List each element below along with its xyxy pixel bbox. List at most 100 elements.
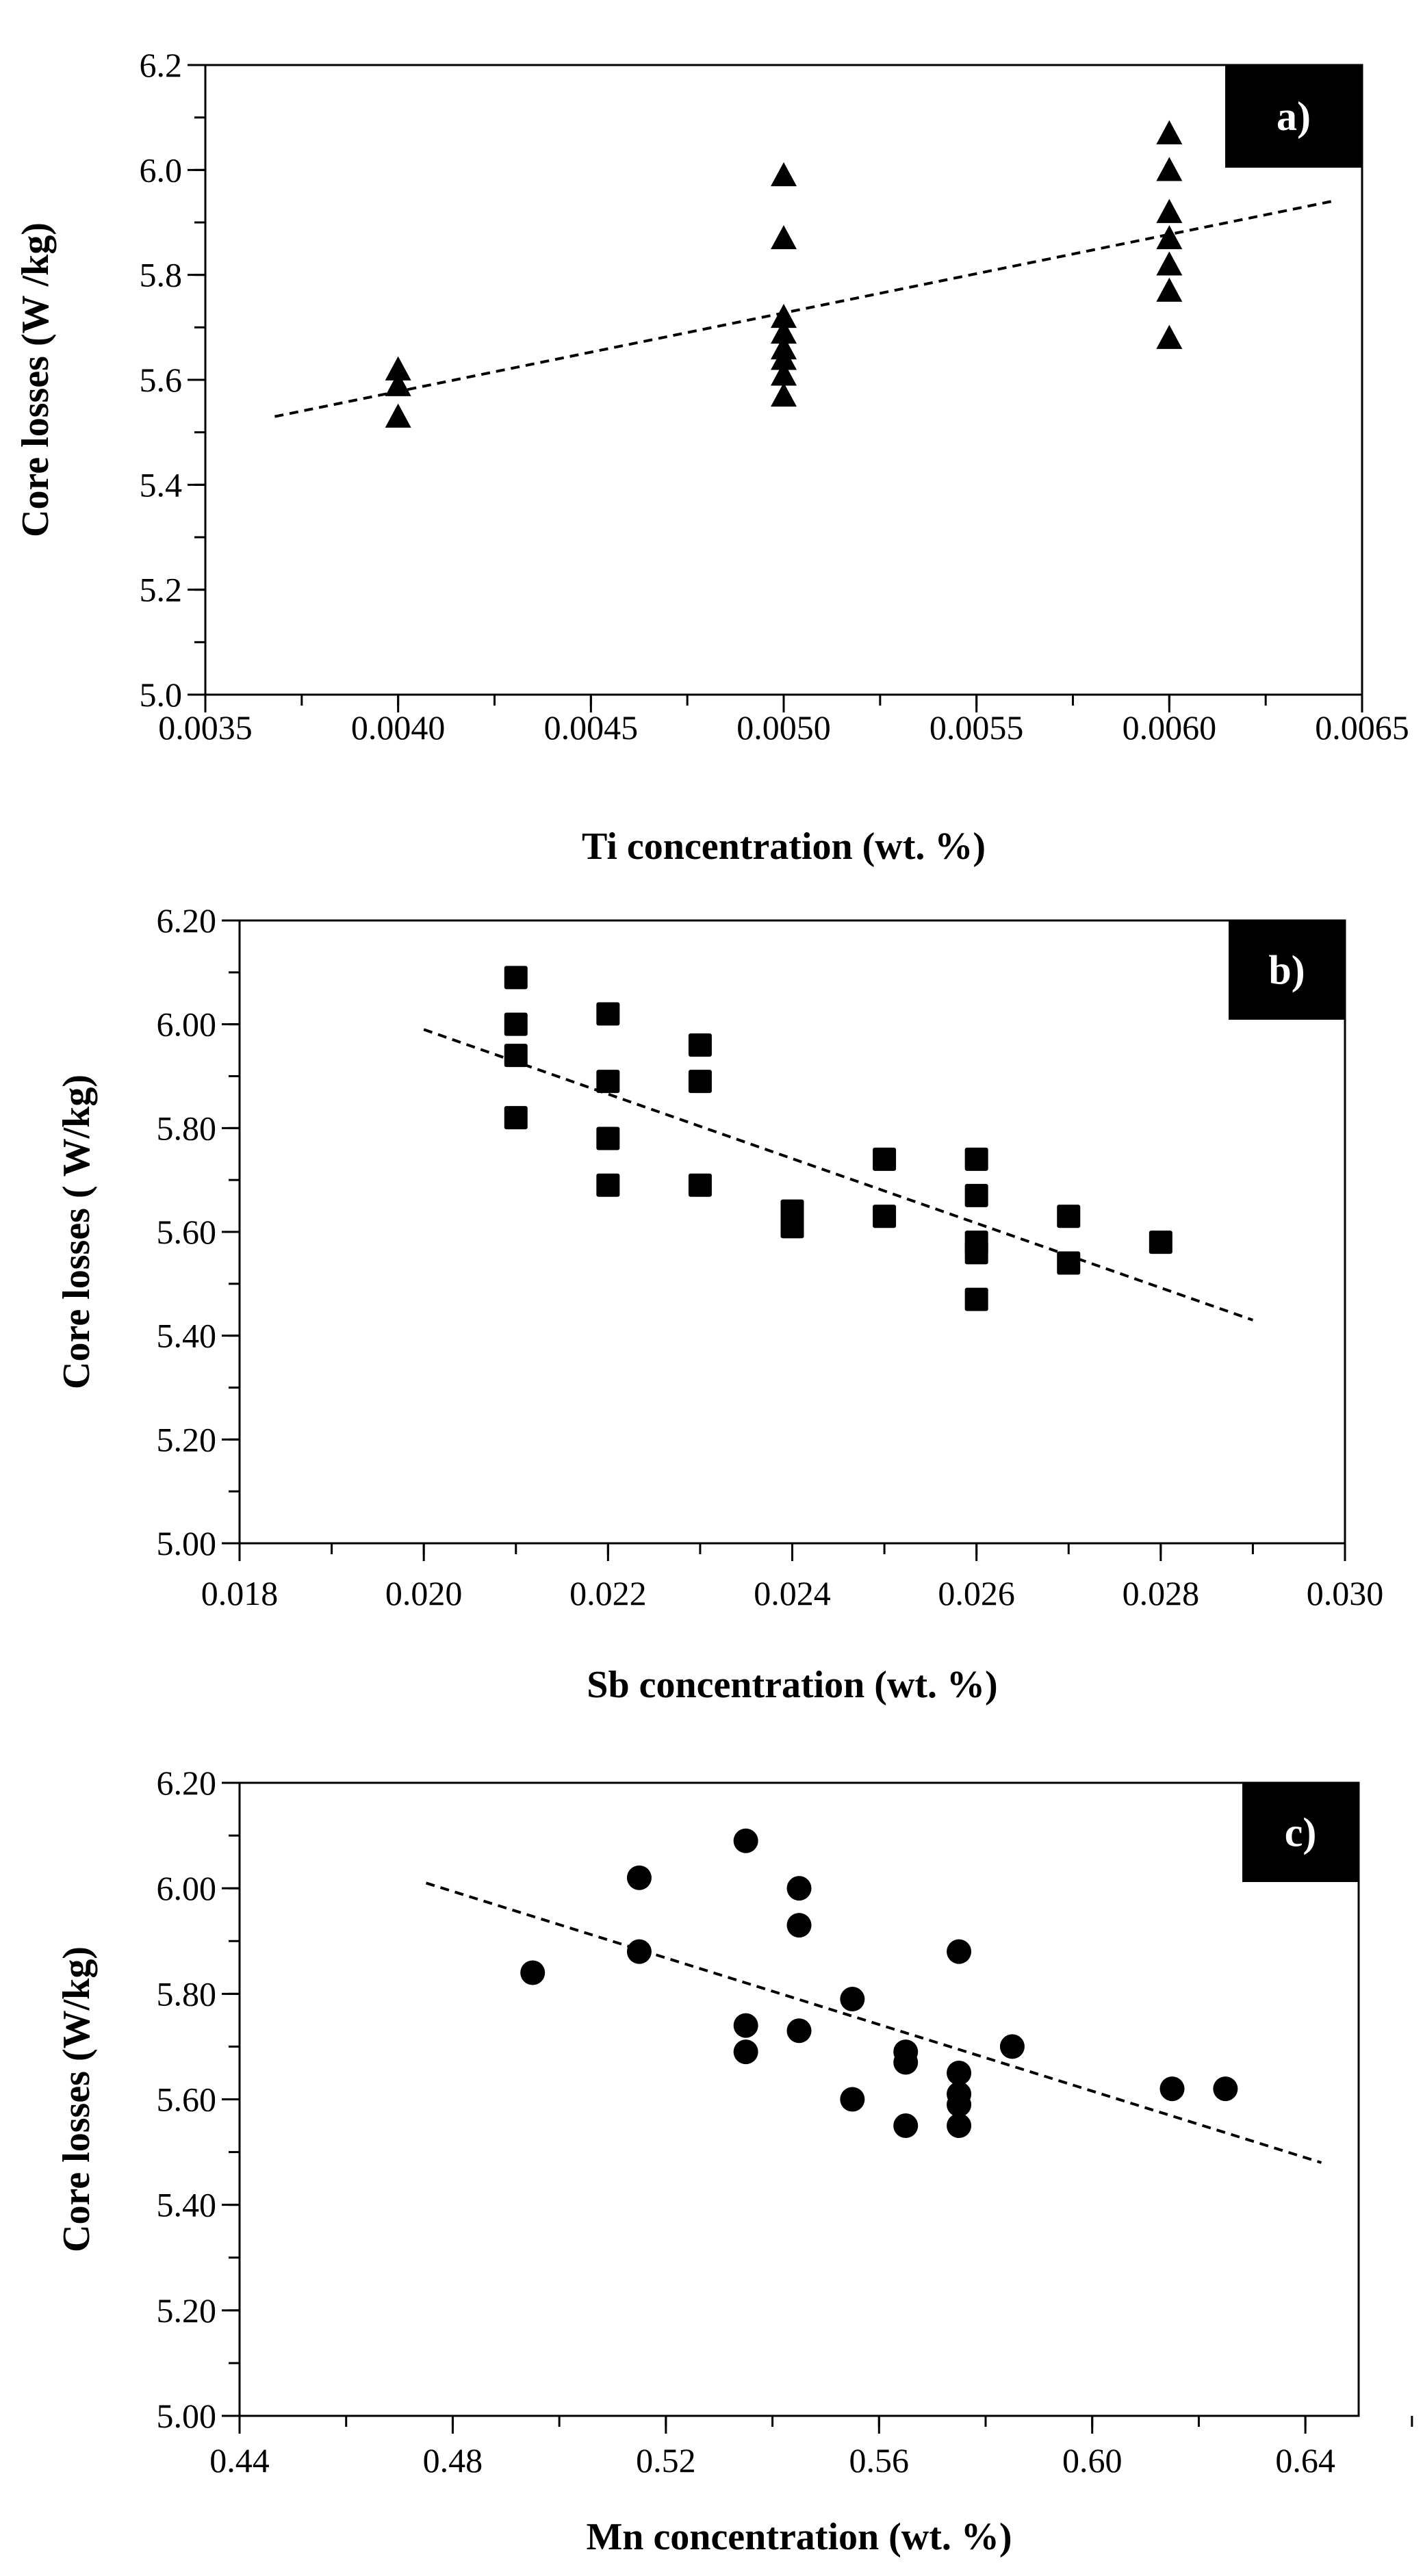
data-point [964, 1241, 988, 1265]
data-point [1057, 1251, 1081, 1275]
data-point [873, 1205, 897, 1228]
x-tick-label: 0.60 [1062, 2441, 1123, 2480]
data-point [385, 372, 411, 396]
y-tick-label: 5.20 [157, 1420, 217, 1458]
data-point [1156, 324, 1183, 349]
x-tick-label: 0.0040 [351, 708, 446, 747]
panel-label-box [1225, 65, 1362, 168]
y-tick-label: 5.60 [157, 1213, 217, 1251]
x-tick-label: 0.026 [938, 1574, 1015, 1612]
data-point [626, 1939, 652, 1964]
y-tick-label: 6.0 [140, 151, 183, 189]
chart-panel-b: 0.018 0.020 0.022 0.024 0.026 0.028 0.030 5.00 5… [55, 901, 1383, 1706]
y-tick-label: 5.8 [140, 256, 183, 294]
y-tick-label: 5.00 [157, 2397, 217, 2435]
data-point [893, 2113, 919, 2139]
trendline [425, 1881, 1322, 2164]
x-tick-label: 0.0065 [1315, 708, 1409, 747]
y-axis-title: Core losses ( W/kg) [55, 1074, 98, 1389]
data-point [385, 356, 411, 381]
data-point [733, 2013, 758, 2038]
y-tick-label: 5.40 [157, 1317, 217, 1355]
x-tick-label: 0.0055 [930, 708, 1024, 747]
data-point [947, 2113, 972, 2139]
panel-label-box [1242, 1783, 1359, 1882]
data-point [733, 2039, 758, 2065]
data-point [947, 1939, 972, 1964]
y-axis-title: Core losses (W/kg) [55, 1946, 98, 2252]
x-tick-label: 0.64 [1275, 2441, 1335, 2480]
panel-label: b) [1268, 948, 1305, 993]
y-tick-label: 5.4 [140, 465, 183, 504]
x-tick-label: 0.44 [209, 2441, 270, 2480]
data-point [688, 1033, 712, 1057]
data-point [504, 1012, 528, 1036]
y-tick-label: 5.80 [157, 1109, 217, 1147]
data-point [964, 1147, 988, 1171]
y-tick-label: 5.2 [140, 571, 183, 609]
x-tick-label: 0.020 [385, 1574, 463, 1612]
y-tick-label: 5.00 [157, 1524, 217, 1562]
data-point [771, 162, 797, 187]
data-point [596, 1126, 620, 1150]
y-tick-label: 6.2 [140, 46, 183, 84]
data-point [786, 1913, 812, 1938]
data-point [596, 1002, 620, 1026]
y-tick-label: 5.80 [157, 1974, 217, 2013]
y-axis-title: Core losses (W /kg) [14, 222, 57, 537]
y-tick-label: 5.0 [140, 675, 183, 714]
chart-panel-c: 0.44 0.48 0.52 0.56 0.60 0.64 5.00 5.20 5.40 5.60… [55, 1764, 1413, 2558]
data-point [780, 1215, 804, 1239]
x-axis-title: Ti concentration (wt. %) [582, 825, 986, 868]
data-point [771, 320, 797, 344]
data-point [947, 2060, 972, 2085]
data-point [385, 403, 411, 428]
x-tick-label: 0.0045 [544, 708, 639, 747]
data-point [1156, 225, 1183, 250]
data-point [504, 966, 528, 990]
x-tick-label: 0.028 [1123, 1574, 1200, 1612]
y-tick-label: 6.20 [157, 901, 217, 940]
data-point [771, 361, 797, 386]
data-point [947, 2092, 972, 2117]
x-tick-label: 0.48 [423, 2441, 483, 2480]
chart-panel-a: 0.0035 0.0040 0.0045 0.0050 0.0055 0.0060 0.00… [14, 46, 1409, 868]
data-point [771, 383, 797, 407]
data-point [1057, 1205, 1081, 1228]
y-tick-label: 5.20 [157, 2291, 217, 2330]
data-point [771, 225, 797, 250]
data-point [999, 2034, 1025, 2059]
y-tick-label: 6.00 [157, 1005, 217, 1044]
data-point [964, 1287, 988, 1311]
x-tick-label: 0.0050 [736, 708, 831, 747]
data-point [1149, 1231, 1172, 1254]
data-point [786, 2018, 812, 2044]
data-point [626, 1865, 652, 1890]
data-point [504, 1044, 528, 1068]
x-tick-label: 0.024 [754, 1574, 831, 1612]
y-tick-label: 5.6 [140, 361, 183, 399]
data-point [786, 1876, 812, 1901]
data-point [1156, 198, 1183, 223]
data-point [596, 1070, 620, 1094]
data-point [771, 304, 797, 329]
x-tick-label: 0.022 [569, 1574, 647, 1612]
data-point [1156, 251, 1183, 276]
data-point [504, 1106, 528, 1130]
data-point [964, 1183, 988, 1207]
data-point [1213, 2076, 1238, 2102]
panel-label: c) [1285, 1810, 1317, 1855]
panel-label-box [1229, 920, 1345, 1020]
y-tick-label: 6.00 [157, 1869, 217, 1907]
data-point [688, 1070, 712, 1094]
data-point [733, 1828, 758, 1853]
x-tick-label: 0.018 [201, 1574, 279, 1612]
x-tick-label: 0.0060 [1123, 708, 1217, 747]
panel-label: a) [1277, 94, 1311, 139]
data-point [596, 1173, 620, 1197]
x-tick-label: 0.030 [1307, 1574, 1384, 1612]
data-point [1156, 277, 1183, 302]
x-axis-title: Sb concentration (wt. %) [587, 1664, 997, 1706]
data-point [840, 1987, 865, 2012]
